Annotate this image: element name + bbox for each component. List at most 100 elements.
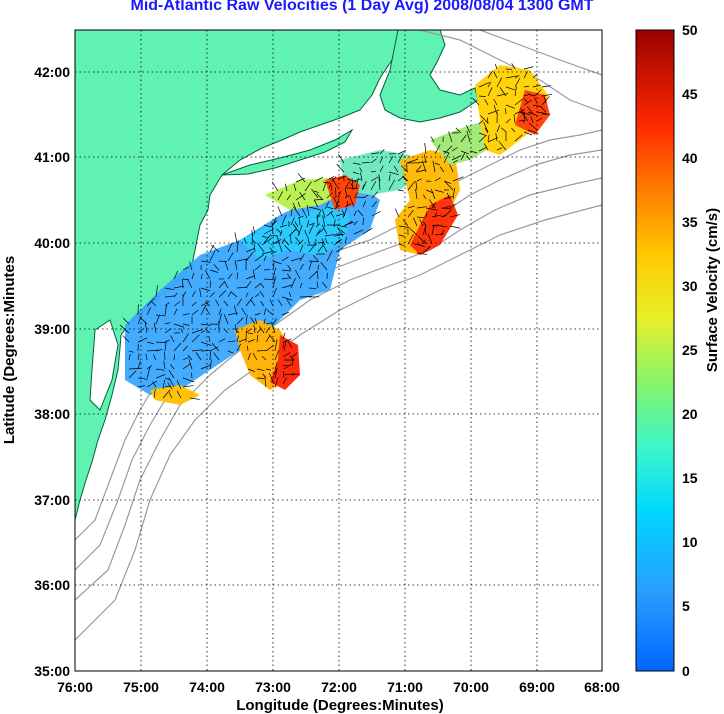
velocity-arrow bbox=[371, 211, 381, 217]
velocity-arrow bbox=[487, 137, 498, 143]
velocity-arrow bbox=[282, 373, 295, 376]
velocity-arrow bbox=[505, 118, 511, 124]
velocity-arrow bbox=[322, 208, 326, 219]
velocity-arrow bbox=[243, 237, 247, 244]
velocity-arrow bbox=[449, 203, 456, 209]
velocity-arrow bbox=[128, 370, 137, 379]
velocity-arrow bbox=[241, 307, 247, 316]
velocity-arrow bbox=[505, 75, 518, 79]
velocity-arrow bbox=[328, 176, 335, 180]
velocity-arrow bbox=[224, 260, 229, 271]
velocity-arrow bbox=[137, 337, 148, 343]
velocity-arrow bbox=[398, 225, 410, 228]
velocity-arrow bbox=[298, 218, 301, 226]
velocity-arrow bbox=[288, 229, 296, 237]
velocity-arrow bbox=[434, 177, 441, 182]
x-tick-labels: 76:00 75:00 74:00 73:00 72:00 71:00 70:0… bbox=[57, 679, 620, 695]
velocity-arrow bbox=[295, 269, 301, 280]
velocity-arrow bbox=[191, 329, 203, 334]
velocity-arrow bbox=[466, 155, 471, 161]
velocity-arrow bbox=[543, 96, 547, 104]
velocity-arrow bbox=[234, 328, 240, 334]
velocity-arrow bbox=[261, 237, 272, 246]
velocity-arrow bbox=[283, 364, 292, 370]
velocity-arrow bbox=[353, 210, 357, 217]
velocity-arrow bbox=[443, 205, 451, 209]
velocity-arrow bbox=[493, 72, 498, 79]
velocity-arrow bbox=[306, 204, 310, 217]
velocity-arrow bbox=[308, 261, 312, 271]
velocity-arrow bbox=[521, 112, 529, 122]
velocity-arrow bbox=[281, 296, 293, 301]
velocity-arrow bbox=[342, 220, 353, 228]
velocity-arrow bbox=[182, 345, 189, 352]
velocity-arrow bbox=[541, 93, 553, 97]
velocity-arrow bbox=[269, 247, 274, 253]
velocity-arrow bbox=[440, 207, 451, 210]
velocity-arrow bbox=[234, 232, 238, 244]
velocity-arrow bbox=[137, 315, 142, 325]
velocity-arrow bbox=[282, 341, 284, 349]
velocity-arrow bbox=[313, 176, 324, 183]
velocity-arrow bbox=[335, 224, 347, 228]
velocity-arrow bbox=[292, 202, 297, 210]
velocity-arrow bbox=[505, 104, 516, 109]
velocity-arrow bbox=[139, 316, 148, 325]
velocity-arrow bbox=[315, 215, 321, 219]
colorbar-tick: 30 bbox=[682, 278, 698, 294]
velocity-arrow bbox=[146, 380, 157, 388]
velocity-arrow bbox=[270, 220, 277, 228]
colorbar-tick: 20 bbox=[682, 406, 698, 422]
velocity-arrow bbox=[288, 292, 292, 298]
velocity-arrow bbox=[168, 377, 175, 388]
velocity-arrow bbox=[528, 122, 538, 131]
velocity-arrow bbox=[250, 317, 256, 325]
velocity-arrow bbox=[536, 89, 542, 95]
velocity-arrow bbox=[215, 299, 220, 307]
velocity-arrow bbox=[317, 228, 325, 235]
velocity-arrow bbox=[256, 328, 262, 334]
velocity-arrow bbox=[286, 299, 292, 307]
velocity-arrow bbox=[496, 77, 503, 88]
velocity-arrow bbox=[484, 99, 489, 106]
velocity-arrow bbox=[321, 241, 328, 253]
grid-lines bbox=[75, 30, 602, 671]
velocity-arrow bbox=[265, 326, 270, 334]
x-tick: 72:00 bbox=[321, 679, 357, 695]
velocity-arrow bbox=[293, 223, 301, 235]
velocity-arrow bbox=[155, 314, 166, 317]
velocity-arrow bbox=[281, 214, 287, 226]
velocity-arrow bbox=[191, 301, 197, 307]
velocity-arrow bbox=[338, 154, 345, 164]
velocity-arrow bbox=[514, 134, 523, 142]
velocity-arrow bbox=[388, 174, 391, 182]
velocity-arrow bbox=[357, 209, 364, 217]
velocity-arrow bbox=[397, 150, 407, 155]
velocity-arrow bbox=[413, 217, 418, 227]
velocity-arrow bbox=[188, 358, 193, 370]
velocity-arrow bbox=[452, 187, 455, 200]
velocity-arrow bbox=[245, 314, 248, 325]
velocity-arrow bbox=[308, 223, 315, 235]
velocity-arrow bbox=[272, 267, 277, 280]
velocity-arrow bbox=[150, 300, 157, 307]
delmarva bbox=[89, 319, 119, 411]
velocity-arrow bbox=[333, 239, 343, 246]
velocity-arrow bbox=[236, 317, 244, 325]
velocity-arrow bbox=[307, 235, 310, 244]
velocity-arrow bbox=[167, 382, 173, 390]
velocity-arrow bbox=[252, 269, 256, 280]
velocity-arrow bbox=[362, 217, 364, 226]
velocity-arrow bbox=[308, 260, 320, 263]
velocity-arrow bbox=[247, 339, 255, 343]
y-tick: 36:00 bbox=[34, 577, 70, 593]
velocity-arrow bbox=[430, 136, 435, 143]
velocity-arrow bbox=[321, 238, 326, 246]
velocity-arrow bbox=[182, 363, 192, 370]
long-island bbox=[221, 128, 354, 176]
x-tick: 76:00 bbox=[57, 679, 93, 695]
velocity-arrow bbox=[153, 323, 157, 334]
velocity-arrow bbox=[153, 354, 157, 361]
velocity-arrow bbox=[191, 290, 196, 298]
velocity-arrow bbox=[299, 282, 303, 289]
